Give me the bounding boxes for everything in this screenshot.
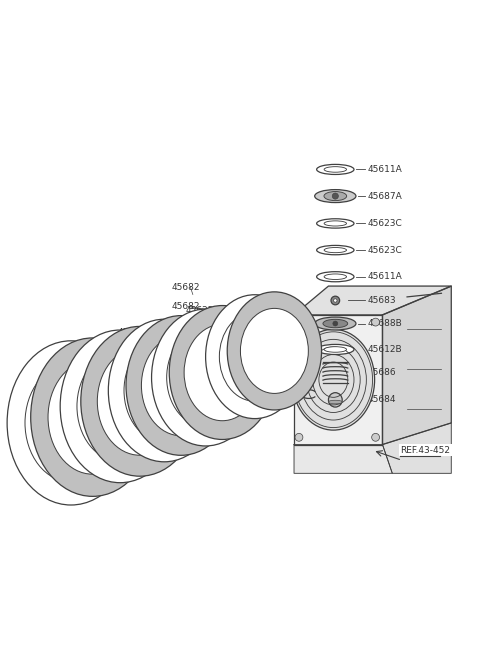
Polygon shape bbox=[383, 286, 451, 445]
Ellipse shape bbox=[317, 246, 354, 255]
Text: 45612B: 45612B bbox=[368, 345, 402, 354]
Ellipse shape bbox=[205, 295, 304, 419]
Ellipse shape bbox=[292, 329, 374, 430]
Ellipse shape bbox=[317, 164, 354, 174]
Ellipse shape bbox=[152, 309, 260, 446]
Ellipse shape bbox=[315, 189, 356, 202]
Ellipse shape bbox=[240, 309, 308, 394]
Text: 45686: 45686 bbox=[368, 368, 396, 377]
Ellipse shape bbox=[227, 292, 322, 410]
Circle shape bbox=[231, 351, 245, 365]
Text: 45676A: 45676A bbox=[77, 380, 112, 388]
Ellipse shape bbox=[328, 392, 342, 407]
Circle shape bbox=[295, 434, 303, 441]
Circle shape bbox=[372, 434, 380, 441]
Ellipse shape bbox=[81, 326, 199, 476]
Circle shape bbox=[332, 193, 338, 199]
Circle shape bbox=[333, 321, 338, 326]
Text: 45681: 45681 bbox=[18, 403, 47, 412]
Text: REF.43-452: REF.43-452 bbox=[400, 446, 450, 455]
Circle shape bbox=[334, 299, 337, 302]
Ellipse shape bbox=[142, 335, 221, 436]
Circle shape bbox=[331, 296, 340, 305]
Text: 45684: 45684 bbox=[368, 396, 396, 404]
Text: 45687A: 45687A bbox=[368, 191, 403, 200]
Text: 45683: 45683 bbox=[368, 296, 396, 305]
Ellipse shape bbox=[25, 364, 117, 482]
Polygon shape bbox=[294, 315, 383, 445]
Ellipse shape bbox=[77, 351, 163, 461]
Ellipse shape bbox=[124, 339, 204, 442]
Text: 45675A: 45675A bbox=[181, 389, 216, 398]
Text: 43235: 43235 bbox=[188, 368, 216, 377]
Ellipse shape bbox=[324, 274, 347, 280]
Text: 45682: 45682 bbox=[172, 283, 200, 292]
Text: 45622: 45622 bbox=[186, 307, 214, 316]
Ellipse shape bbox=[31, 338, 155, 496]
Polygon shape bbox=[294, 286, 451, 315]
Ellipse shape bbox=[324, 346, 347, 352]
Circle shape bbox=[372, 318, 380, 326]
Polygon shape bbox=[383, 423, 451, 474]
Ellipse shape bbox=[219, 312, 290, 402]
Ellipse shape bbox=[324, 221, 347, 226]
Circle shape bbox=[302, 381, 310, 388]
Ellipse shape bbox=[324, 248, 347, 253]
Ellipse shape bbox=[48, 360, 137, 474]
Circle shape bbox=[295, 318, 303, 326]
Text: 45689: 45689 bbox=[118, 328, 146, 337]
Ellipse shape bbox=[126, 316, 236, 455]
Ellipse shape bbox=[315, 317, 356, 330]
Text: 45688B: 45688B bbox=[368, 319, 403, 328]
Ellipse shape bbox=[281, 341, 297, 361]
Polygon shape bbox=[294, 445, 392, 474]
Text: 45674A: 45674A bbox=[144, 410, 178, 419]
Ellipse shape bbox=[7, 341, 135, 505]
Ellipse shape bbox=[108, 319, 220, 462]
Ellipse shape bbox=[317, 219, 354, 228]
Ellipse shape bbox=[169, 305, 276, 440]
Ellipse shape bbox=[60, 330, 180, 483]
Text: 45616B: 45616B bbox=[30, 432, 65, 440]
Text: 45623C: 45623C bbox=[368, 246, 403, 255]
Ellipse shape bbox=[167, 328, 244, 427]
Ellipse shape bbox=[323, 320, 348, 328]
Ellipse shape bbox=[97, 347, 182, 455]
Ellipse shape bbox=[317, 272, 354, 282]
Text: 45615B: 45615B bbox=[91, 420, 126, 428]
Ellipse shape bbox=[324, 166, 347, 172]
Ellipse shape bbox=[324, 191, 347, 200]
Text: 45623C: 45623C bbox=[368, 219, 403, 228]
Text: 45611A: 45611A bbox=[368, 165, 403, 174]
Ellipse shape bbox=[184, 324, 261, 421]
Text: 45682: 45682 bbox=[172, 302, 200, 310]
Text: 45617: 45617 bbox=[132, 361, 160, 369]
Text: 45611A: 45611A bbox=[368, 272, 403, 281]
Ellipse shape bbox=[317, 345, 354, 354]
Ellipse shape bbox=[328, 400, 342, 404]
